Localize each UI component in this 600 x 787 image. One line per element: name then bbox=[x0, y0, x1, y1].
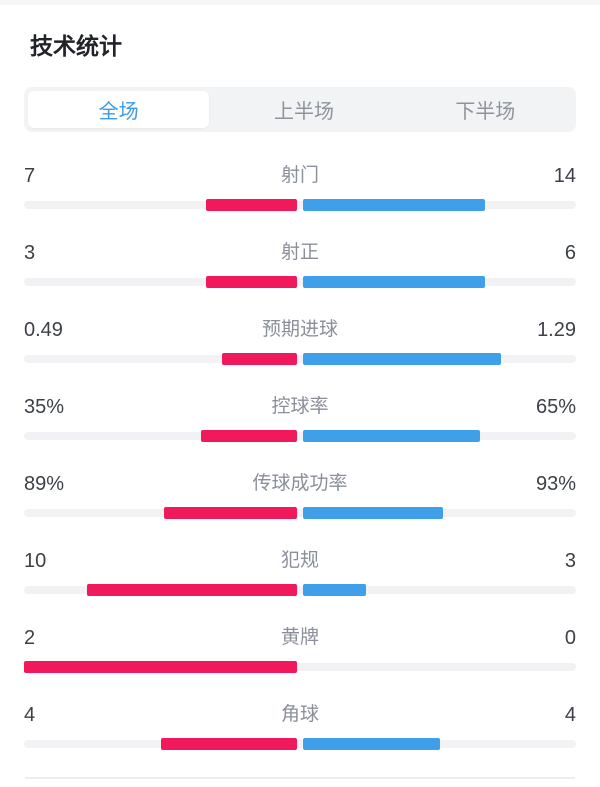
away-value: 6 bbox=[564, 242, 576, 264]
bar-track bbox=[24, 199, 576, 211]
stat-label: 射门 bbox=[280, 165, 319, 186]
stat-line: 89% 传球成功率 93% bbox=[24, 472, 576, 496]
stat-row: 3 射正 6 bbox=[0, 217, 600, 294]
stat-label: 角球 bbox=[280, 704, 319, 725]
bar-rail bbox=[24, 278, 576, 286]
stat-row: 89% 传球成功率 93% bbox=[0, 448, 600, 525]
stat-row: 2 黄牌 0 bbox=[0, 602, 600, 679]
bar-rail bbox=[24, 586, 576, 594]
bar-track bbox=[24, 430, 576, 442]
stat-row: 7 射门 14 bbox=[0, 140, 600, 217]
stat-label: 传球成功率 bbox=[252, 473, 348, 494]
home-bar bbox=[206, 199, 297, 211]
bar-rail bbox=[24, 201, 576, 209]
bar-track bbox=[24, 353, 576, 365]
stat-label: 犯规 bbox=[280, 550, 319, 571]
stat-row: 4 角球 4 bbox=[0, 679, 600, 756]
home-value: 2 bbox=[24, 627, 36, 649]
away-bar bbox=[303, 584, 366, 596]
away-bar bbox=[303, 353, 501, 365]
away-bar bbox=[303, 276, 485, 288]
home-value: 89% bbox=[24, 473, 65, 495]
stat-line: 7 射门 14 bbox=[24, 164, 576, 188]
stat-label: 黄牌 bbox=[280, 627, 319, 648]
home-bar bbox=[221, 353, 297, 365]
stat-line: 4 角球 4 bbox=[24, 703, 576, 727]
away-value: 0 bbox=[564, 627, 576, 649]
stat-label: 预期进球 bbox=[261, 319, 338, 340]
home-value: 3 bbox=[24, 242, 36, 264]
stat-row: 10 犯规 3 bbox=[0, 525, 600, 602]
away-bar bbox=[303, 430, 481, 442]
away-value: 93% bbox=[535, 473, 576, 495]
tab-second-half[interactable]: 下半场 bbox=[455, 101, 516, 123]
stat-line: 35% 控球率 65% bbox=[24, 395, 576, 419]
stat-line: 2 黄牌 0 bbox=[24, 626, 576, 650]
bar-rail bbox=[24, 355, 576, 363]
home-bar bbox=[163, 507, 297, 519]
away-value: 14 bbox=[553, 165, 576, 187]
home-bar bbox=[24, 661, 297, 673]
away-value: 1.29 bbox=[537, 319, 576, 341]
stat-line: 0.49 预期进球 1.29 bbox=[24, 318, 576, 342]
home-bar bbox=[201, 430, 297, 442]
stats-list: 7 射门 14 3 射正 6 0.49 预期进球 1.29 bbox=[0, 140, 600, 756]
home-value: 7 bbox=[24, 165, 36, 187]
away-value: 4 bbox=[564, 704, 576, 726]
top-strip bbox=[0, 0, 600, 5]
bar-track bbox=[24, 507, 576, 519]
bar-track bbox=[24, 738, 576, 750]
page-title: 技术统计 bbox=[30, 33, 122, 59]
home-bar bbox=[87, 584, 297, 596]
bar-rail bbox=[24, 740, 576, 748]
bar-rail bbox=[24, 432, 576, 440]
home-value: 0.49 bbox=[24, 319, 63, 341]
bar-track bbox=[24, 584, 576, 596]
home-value: 4 bbox=[24, 704, 36, 726]
stat-line: 10 犯规 3 bbox=[24, 549, 576, 573]
home-value: 10 bbox=[24, 550, 47, 572]
home-bar bbox=[160, 738, 297, 750]
stat-label: 射正 bbox=[280, 242, 319, 263]
tab-full-match[interactable]: 全场 bbox=[28, 91, 210, 128]
stat-row: 0.49 预期进球 1.29 bbox=[0, 294, 600, 371]
bar-rail bbox=[24, 509, 576, 517]
period-tab-bar: 全场 上半场 下半场 bbox=[24, 87, 576, 132]
bottom-divider bbox=[25, 777, 575, 779]
stat-line: 3 射正 6 bbox=[24, 241, 576, 265]
away-value: 65% bbox=[535, 396, 576, 418]
home-value: 35% bbox=[24, 396, 65, 418]
home-bar bbox=[206, 276, 297, 288]
away-bar bbox=[303, 738, 440, 750]
away-value: 3 bbox=[564, 550, 576, 572]
away-bar bbox=[303, 507, 443, 519]
tab-first-half[interactable]: 上半场 bbox=[273, 101, 334, 123]
bar-track bbox=[24, 661, 576, 673]
stat-label: 控球率 bbox=[271, 396, 329, 417]
away-bar bbox=[303, 199, 485, 211]
bar-track bbox=[24, 276, 576, 288]
stat-row: 35% 控球率 65% bbox=[0, 371, 600, 448]
bar-rail bbox=[24, 663, 576, 671]
